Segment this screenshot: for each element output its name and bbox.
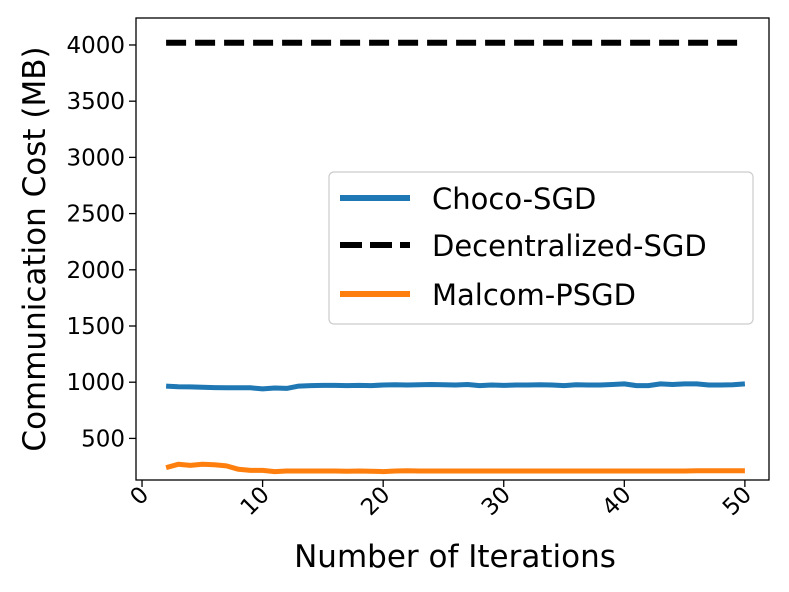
series-line-malcom-psgd (165, 461, 745, 475)
y-tick-label: 3000 (66, 145, 125, 171)
x-tick-label: 30 (477, 482, 516, 521)
series-line-choco-sgd (165, 381, 746, 392)
x-tick-label: 0 (126, 482, 155, 511)
series-layer (165, 39, 746, 475)
legend-box (328, 171, 754, 325)
y-tick-label: 1500 (66, 314, 125, 340)
x-tick-label: 10 (236, 482, 275, 521)
y-tick-label: 1000 (66, 370, 125, 396)
x-axis: 0 10 20 30 40 50 (126, 480, 757, 521)
x-axis-label: Number of Iterations (294, 539, 616, 575)
y-tick-label: 2500 (66, 202, 125, 228)
y-tick-label: 500 (81, 426, 125, 452)
legend-label-choco-sgd: Choco-SGD (432, 182, 596, 216)
y-tick-label: 4000 (66, 33, 125, 59)
y-tick-label: 2000 (66, 258, 125, 284)
y-axis: 500 1000 1500 2000 2500 3000 3500 4000 (66, 33, 136, 452)
legend: Choco-SGD Decentralized-SGD Malcom-PSGD (328, 171, 754, 325)
legend-label-malcom-psgd: Malcom-PSGD (432, 278, 636, 312)
x-tick-label: 20 (356, 482, 395, 521)
x-tick-label: 40 (597, 482, 636, 521)
y-tick-label: 3500 (66, 89, 125, 115)
legend-label-decentralized-sgd: Decentralized-SGD (432, 229, 707, 263)
x-tick-label: 50 (718, 482, 757, 521)
y-axis-label: Communication Cost (MB) (17, 46, 53, 451)
plot-frame (135, 17, 770, 481)
